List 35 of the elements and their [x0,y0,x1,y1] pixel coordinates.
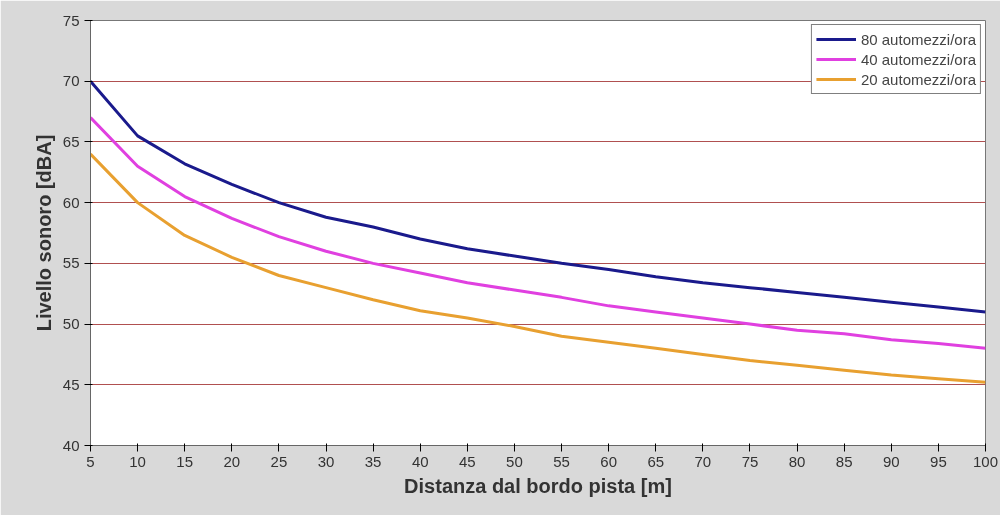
y-tick-label: 40 [62,436,80,454]
y-tick-label: 75 [62,11,80,29]
x-tick-label: 5 [86,452,95,470]
x-tick-label: 85 [835,452,853,470]
x-tick-label: 35 [364,452,382,470]
x-tick-label: 30 [317,452,335,470]
x-tick-label: 60 [600,452,617,470]
legend-label: 40 automezzi/ora [860,50,976,68]
x-tick-label: 45 [459,452,476,470]
x-tick-label: 50 [506,452,523,470]
x-axis-title: Distanza dal bordo pista [m] [404,474,672,497]
y-tick-label: 45 [62,375,80,393]
y-tick-label: 60 [62,193,80,211]
line-series [90,116,986,350]
x-tick-label: 75 [741,452,759,470]
x-tick-label: 55 [553,452,570,470]
x-tick-label: 80 [788,452,806,470]
legend-label: 20 automezzi/ora [860,70,976,88]
x-tick-label: 10 [129,452,146,470]
x-tick-label: 90 [882,452,900,470]
x-tick-label: 25 [270,452,288,470]
x-tick-label: 15 [176,452,194,470]
y-tick-label: 55 [62,254,80,272]
x-tick-label: 70 [694,452,712,470]
x-tick-label: 20 [223,452,241,470]
x-tick-label: 95 [930,452,947,470]
y-axis-title: Livello sonoro [dBA] [32,134,55,332]
x-tick-label: 40 [411,452,429,470]
y-tick-label: 70 [62,72,80,90]
x-tick-label: 65 [647,452,665,470]
x-tick-label: 100 [972,452,999,470]
y-tick-label: 65 [62,132,80,150]
line-series [90,152,986,384]
legend-label: 80 automezzi/ora [860,30,976,48]
y-tick-label: 50 [62,315,80,333]
